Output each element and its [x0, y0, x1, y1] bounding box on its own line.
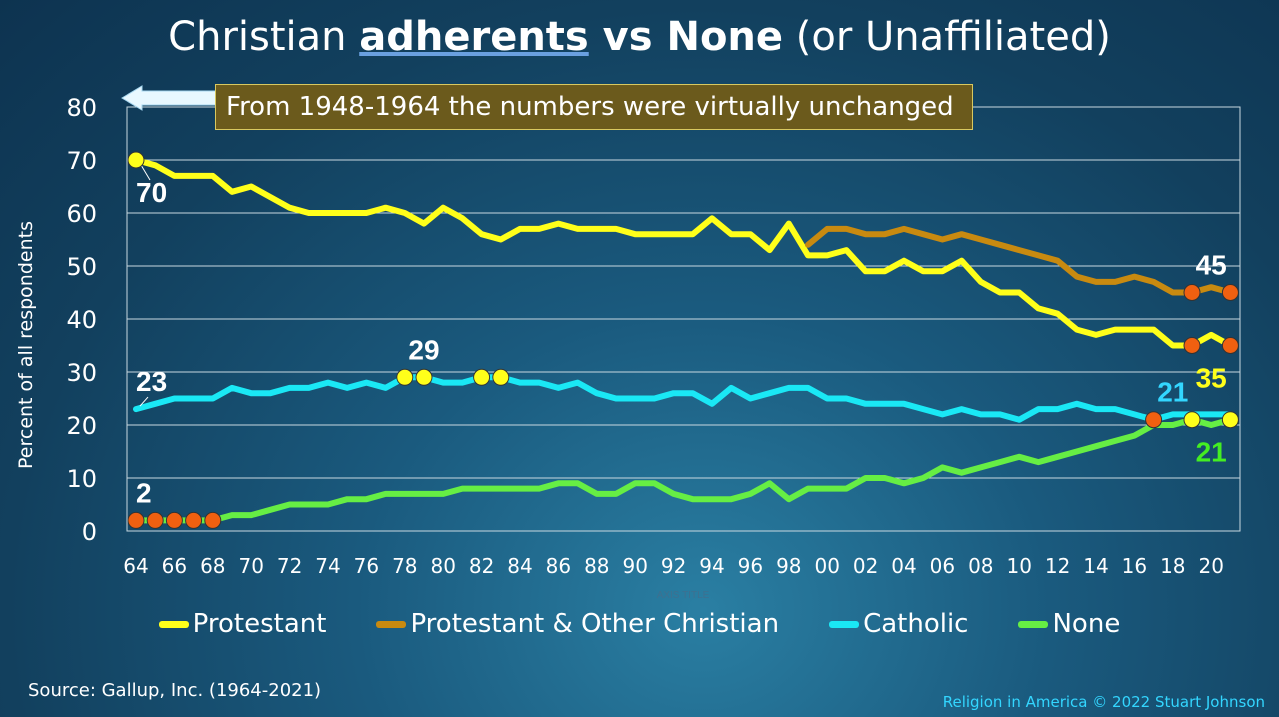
y-axis-label: Percent of all respondents — [15, 221, 37, 469]
data-point-marker — [1183, 284, 1201, 301]
data-point-marker — [1183, 337, 1201, 354]
legend-swatch — [829, 620, 860, 628]
y-tick-label: 0 — [82, 518, 97, 546]
data-label: 23 — [136, 366, 167, 397]
x-tick-label: 64 — [123, 554, 148, 578]
callout-box: From 1948-1964 the numbers were virtuall… — [215, 84, 973, 130]
series-line-catholic — [133, 374, 1234, 423]
data-point-marker — [1221, 337, 1239, 354]
legend-item: Protestant & Other Christian — [376, 609, 779, 639]
data-label: 45 — [1196, 250, 1227, 281]
x-tick-label: 68 — [200, 554, 225, 578]
x-tick-label: 76 — [354, 554, 379, 578]
y-tick-label: 80 — [66, 94, 97, 122]
data-label: 29 — [408, 334, 439, 365]
x-tick-label: 14 — [1083, 554, 1108, 578]
legend-swatch — [158, 620, 189, 628]
data-point-marker — [1221, 411, 1239, 429]
y-tick-label: 40 — [66, 306, 97, 334]
title-part-1: Christian — [168, 14, 360, 60]
x-tick-label: 04 — [891, 554, 916, 578]
data-point-marker — [165, 511, 183, 529]
title-part-3: vs None — [588, 14, 784, 60]
legend-swatch — [1018, 620, 1049, 628]
chart-title: Christian adherents vs None (or Unaffili… — [0, 14, 1279, 60]
data-point-marker — [396, 368, 414, 386]
data-label: 35 — [1196, 363, 1227, 394]
data-point-marker — [127, 151, 145, 169]
x-tick-label: 78 — [392, 554, 417, 578]
x-tick-label: 98 — [776, 554, 801, 578]
x-tick-label: 82 — [469, 554, 494, 578]
left-arrow-icon — [121, 85, 219, 111]
data-point-marker — [204, 511, 222, 529]
legend-label: Protestant & Other Christian — [410, 609, 780, 639]
y-tick-label: 30 — [66, 359, 97, 387]
data-point-marker — [492, 368, 510, 386]
legend-label: Protestant — [192, 609, 327, 639]
y-tick-label: 10 — [66, 465, 97, 493]
data-point-marker — [1183, 411, 1201, 429]
data-point-marker — [146, 511, 164, 529]
x-tick-label: 18 — [1160, 554, 1185, 578]
x-tick-label: 10 — [1006, 554, 1031, 578]
series-line-none — [133, 416, 1234, 524]
x-tick-label: 20 — [1198, 554, 1223, 578]
x-tick-label: 02 — [853, 554, 878, 578]
x-tick-label: 74 — [315, 554, 340, 578]
data-point-marker — [127, 511, 145, 529]
x-tick-label: 84 — [507, 554, 532, 578]
x-tick-label: 00 — [814, 554, 839, 578]
data-label: 21 — [1157, 377, 1188, 408]
data-label: 21 — [1196, 437, 1227, 468]
chart-legend: Protestant Protestant & Other Christian Ca… — [0, 606, 1279, 642]
legend-item: Protestant — [158, 609, 327, 639]
y-tick-label: 70 — [66, 147, 97, 175]
x-tick-label: 88 — [584, 554, 609, 578]
legend-label: None — [1052, 609, 1121, 639]
x-tick-label: 96 — [738, 554, 763, 578]
x-tick-label: 86 — [546, 554, 571, 578]
y-tick-label: 60 — [66, 200, 97, 228]
x-tick-label: 66 — [162, 554, 187, 578]
x-tick-label: 16 — [1122, 554, 1147, 578]
y-tick-label: 20 — [66, 412, 97, 440]
legend-swatch — [376, 620, 407, 628]
x-tick-label: 72 — [277, 554, 302, 578]
legend-item: Catholic — [829, 609, 968, 639]
data-point-marker — [1145, 411, 1163, 429]
x-tick-label: 08 — [968, 554, 993, 578]
series-line-protestant-other-christian — [805, 225, 1234, 296]
data-label: 2 — [136, 477, 152, 508]
x-tick-label: 80 — [430, 554, 455, 578]
legend-label: Catholic — [863, 609, 969, 639]
data-point-marker — [415, 368, 433, 386]
x-axis-title: AXIS TITLE — [657, 590, 710, 601]
x-tick-label: 70 — [238, 554, 263, 578]
copyright-credit: Religion in America © 2022 Stuart Johnso… — [942, 693, 1265, 711]
x-tick-label: 06 — [930, 554, 955, 578]
legend-item: None — [1018, 609, 1120, 639]
leader-line — [139, 396, 149, 407]
title-part-4: (or Unaffiliated) — [783, 14, 1111, 60]
data-point-marker — [473, 368, 491, 386]
y-tick-label: 50 — [66, 253, 97, 281]
leader-line — [140, 164, 151, 181]
x-tick-label: 94 — [699, 554, 724, 578]
x-tick-label: 92 — [661, 554, 686, 578]
data-point-marker — [185, 511, 203, 529]
series-line-protestant — [133, 157, 1234, 349]
x-tick-label: 12 — [1045, 554, 1070, 578]
data-point-marker — [1221, 284, 1239, 301]
x-tick-label: 90 — [622, 554, 647, 578]
source-note: Source: Gallup, Inc. (1964-2021) — [28, 680, 322, 701]
data-label: 70 — [136, 177, 167, 208]
title-part-2: adherents — [359, 14, 589, 60]
